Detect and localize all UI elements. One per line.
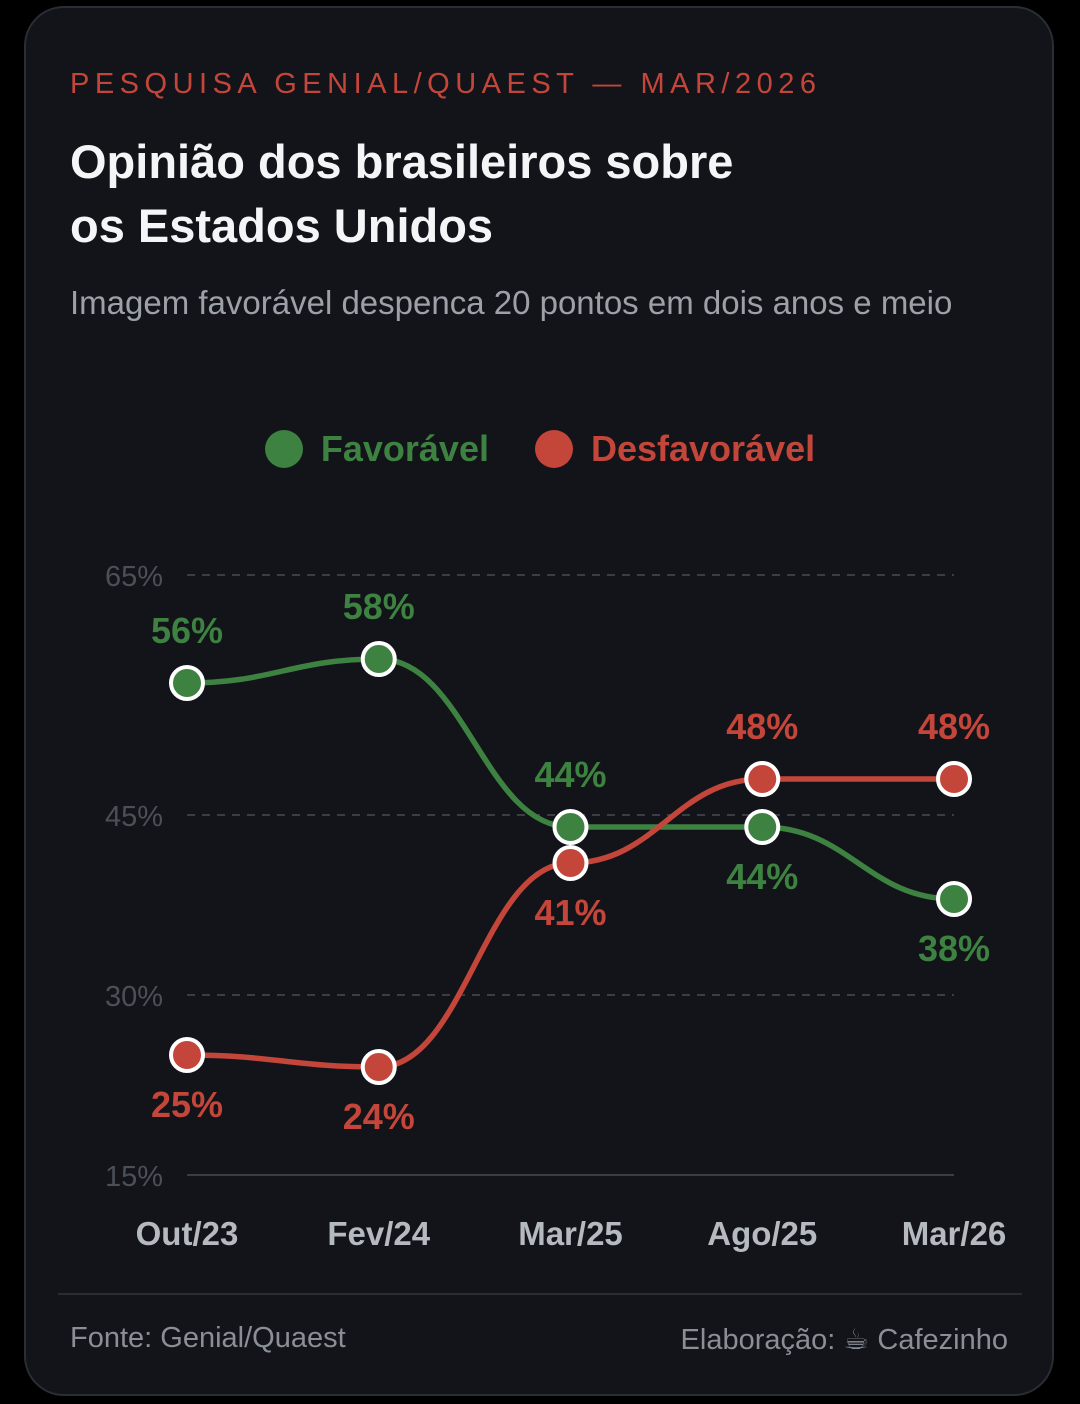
x-tick-label: Mar/26 — [902, 1215, 1007, 1252]
data-label-favoravel: 56% — [151, 610, 223, 651]
x-tick-label: Out/23 — [136, 1215, 239, 1252]
legend-item-desfavoravel: Desfavorável — [534, 428, 816, 470]
x-tick-label: Mar/25 — [518, 1215, 623, 1252]
y-tick-label: 45% — [105, 801, 163, 833]
data-point-desfavoravel — [360, 1049, 397, 1085]
x-tick-label: Ago/25 — [707, 1215, 817, 1252]
data-label-desfavoravel: 41% — [534, 892, 606, 933]
legend-swatch-desfavoravel — [534, 430, 573, 468]
data-point-favoravel — [169, 665, 205, 701]
x-tick-label: Fev/24 — [327, 1215, 430, 1252]
data-point-favoravel — [936, 881, 972, 917]
chart-subtitle: Imagem favorável despenca 20 pontos em d… — [70, 284, 953, 321]
data-label-desfavoravel: 48% — [918, 706, 990, 747]
chart-legend: Favorável Desfavorável — [0, 428, 1080, 470]
data-label-favoravel: 44% — [726, 856, 798, 897]
footer-divider — [58, 1293, 1022, 1295]
data-point-desfavoravel — [936, 761, 972, 797]
chart-card — [24, 6, 1054, 1396]
data-point-desfavoravel — [552, 845, 589, 881]
credit-note: Elaboração: ☕ Cafezinho — [680, 1324, 1008, 1356]
legend-label-desfavoravel: Desfavorável — [590, 428, 816, 469]
data-label-desfavoravel: 25% — [151, 1084, 223, 1125]
data-label-desfavoravel: 48% — [726, 706, 798, 747]
data-label-favoravel: 58% — [343, 586, 415, 627]
data-point-favoravel — [552, 809, 589, 845]
y-tick-label: 15% — [105, 1161, 163, 1193]
source-note: Fonte: Genial/Quaest — [70, 1322, 346, 1354]
legend-label-favoravel: Favorável — [320, 428, 489, 469]
data-point-favoravel — [360, 641, 397, 677]
legend-swatch-favoravel — [264, 430, 303, 468]
y-tick-label: 30% — [105, 981, 163, 1013]
data-label-favoravel: 44% — [534, 754, 606, 795]
data-point-desfavoravel — [744, 761, 781, 797]
data-label-desfavoravel: 24% — [343, 1096, 415, 1137]
kicker-label: PESQUISA GENIAL/QUAEST — MAR/2026 — [70, 68, 822, 100]
y-tick-label: 65% — [105, 561, 163, 593]
data-point-favoravel — [744, 809, 781, 845]
legend-item-favoravel: Favorável — [264, 428, 489, 470]
data-point-desfavoravel — [169, 1037, 205, 1073]
chart-title: Opinião dos brasileiros sobre os Estados… — [70, 135, 734, 252]
data-label-favoravel: 38% — [918, 928, 990, 969]
